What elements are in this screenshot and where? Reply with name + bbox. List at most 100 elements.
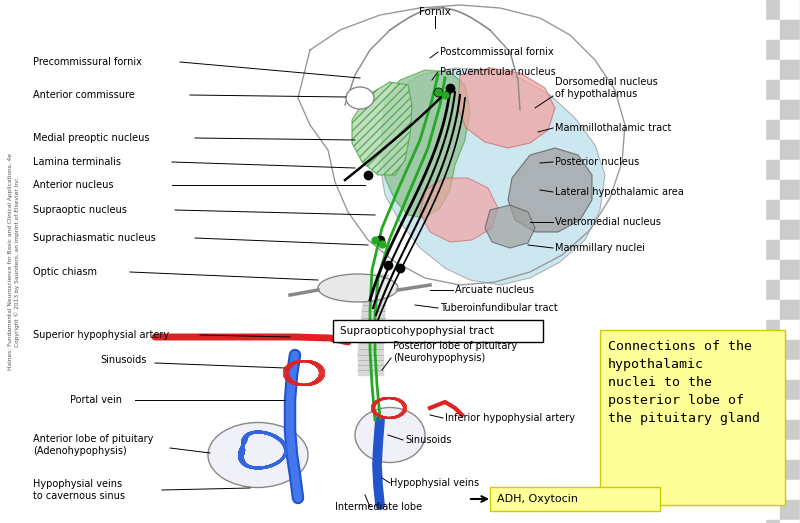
Bar [360,260,380,280]
Bar [440,160,460,180]
Bar [380,340,400,360]
Bar [320,480,340,500]
Bar [220,260,240,280]
Bar [440,60,460,80]
Bar [80,140,100,160]
Bar [640,80,660,100]
Text: Connections of the
hypothalamic
nuclei to the
posterior lobe of
the pituitary gl: Connections of the hypothalamic nuclei t… [608,340,760,425]
Bar [540,340,560,360]
Bar [780,80,800,100]
Bar [600,100,620,120]
Polygon shape [380,68,605,285]
Bar [360,360,380,380]
Bar [0,0,20,20]
Bar [420,440,440,460]
Polygon shape [382,70,470,218]
Bar [620,100,640,120]
Bar [520,320,540,340]
Bar [480,500,500,520]
Bar [100,280,120,300]
Bar [400,420,420,440]
Bar [500,20,520,40]
Bar [40,240,60,260]
Bar [760,460,780,480]
Bar [220,300,240,320]
Bar [760,380,780,400]
Bar [300,480,320,500]
Bar [140,420,160,440]
Bar [240,440,260,460]
Bar [60,20,80,40]
Bar [220,460,240,480]
Bar [60,460,80,480]
Bar [460,340,480,360]
Bar [640,160,660,180]
Polygon shape [366,282,387,290]
Bar [580,260,600,280]
Bar [420,440,440,460]
Bar [560,120,580,140]
Bar [500,100,520,120]
Bar [720,100,740,120]
Bar [400,40,420,60]
Bar [760,60,780,80]
Text: Intermediate lobe: Intermediate lobe [335,502,422,512]
Bar [360,40,380,60]
Bar [160,280,180,300]
Bar [80,240,100,260]
Bar [160,460,180,480]
Bar [140,200,160,220]
Bar [60,260,80,280]
Bar [540,500,560,520]
Bar [560,300,580,320]
Bar [340,220,360,240]
Bar [120,140,140,160]
Bar [720,140,740,160]
Bar [160,460,180,480]
Bar [240,300,260,320]
Bar [100,520,120,523]
Bar [200,160,220,180]
Bar [280,200,300,220]
Bar [160,20,180,40]
Bar [0,200,20,220]
Text: Optic chiasm: Optic chiasm [33,267,97,277]
Bar [200,420,220,440]
Bar [680,500,700,520]
Bar [680,380,700,400]
Bar [460,300,480,320]
Bar [380,180,400,200]
Bar [580,60,600,80]
Bar [160,520,180,523]
Bar [0,140,20,160]
Bar [720,80,740,100]
Text: Anterior commissure: Anterior commissure [33,90,134,100]
Bar [280,280,300,300]
Bar [560,140,580,160]
Bar [300,360,320,380]
Bar [80,460,100,480]
Bar [260,480,280,500]
Bar [240,140,260,160]
Bar [580,220,600,240]
Bar [240,400,260,420]
Bar [740,380,760,400]
Bar [100,200,120,220]
Bar [680,200,700,220]
Bar [520,220,540,240]
Bar [320,420,340,440]
Bar [780,360,800,380]
Bar [260,460,280,480]
Bar [60,440,80,460]
Bar [760,400,780,420]
Bar [420,460,440,480]
Bar [180,180,200,200]
Bar [560,20,580,40]
Bar [460,60,480,80]
Bar [540,480,560,500]
Bar [220,520,240,523]
Bar [20,160,40,180]
Bar [320,500,340,520]
Bar [720,120,740,140]
Bar [40,480,60,500]
